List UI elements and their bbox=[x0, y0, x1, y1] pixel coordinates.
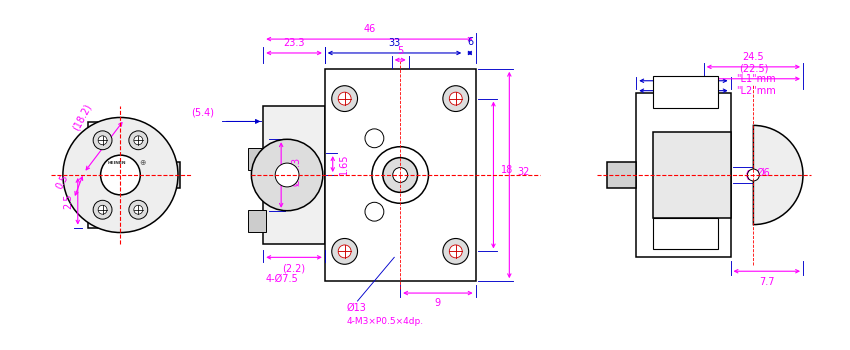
Bar bbox=[653, 218, 717, 250]
Circle shape bbox=[338, 245, 351, 258]
Circle shape bbox=[450, 92, 462, 105]
Text: Ø13: Ø13 bbox=[347, 303, 366, 313]
Text: 18: 18 bbox=[502, 165, 513, 175]
Text: (2.2): (2.2) bbox=[282, 263, 306, 273]
Text: 9: 9 bbox=[435, 298, 441, 308]
Text: "L1"mm: "L1"mm bbox=[736, 74, 776, 84]
Circle shape bbox=[372, 147, 428, 203]
Text: "L2"mm: "L2"mm bbox=[736, 86, 776, 96]
Text: Ø24.3: Ø24.3 bbox=[291, 156, 301, 186]
Circle shape bbox=[100, 155, 140, 195]
Circle shape bbox=[129, 131, 148, 150]
Text: 7.7: 7.7 bbox=[759, 277, 774, 287]
Circle shape bbox=[747, 169, 759, 181]
Circle shape bbox=[443, 86, 468, 112]
Circle shape bbox=[365, 129, 384, 148]
Text: ⊕: ⊕ bbox=[139, 158, 145, 167]
Bar bbox=[325, 69, 476, 281]
Bar bbox=[248, 148, 266, 170]
Text: 1.65: 1.65 bbox=[338, 153, 348, 175]
Circle shape bbox=[98, 205, 107, 214]
Circle shape bbox=[98, 136, 107, 145]
Text: 4-Ø7.5: 4-Ø7.5 bbox=[265, 274, 298, 284]
Text: 6: 6 bbox=[467, 37, 473, 47]
Text: 32: 32 bbox=[518, 167, 530, 177]
Text: Ø6: Ø6 bbox=[756, 168, 770, 178]
Text: 24.5: 24.5 bbox=[743, 52, 764, 62]
Bar bbox=[264, 106, 325, 244]
Text: 0.5: 0.5 bbox=[54, 173, 70, 191]
Bar bbox=[135, 143, 142, 207]
Text: 4-M3×P0.5×4dp.: 4-M3×P0.5×4dp. bbox=[347, 317, 424, 326]
Text: 33: 33 bbox=[388, 38, 400, 48]
Text: HEINEN: HEINEN bbox=[107, 161, 126, 165]
Text: 2.5: 2.5 bbox=[63, 194, 73, 209]
Wedge shape bbox=[753, 125, 803, 225]
Circle shape bbox=[129, 200, 148, 219]
Circle shape bbox=[275, 163, 299, 187]
Bar bbox=[88, 122, 135, 228]
Bar bbox=[653, 132, 730, 218]
Circle shape bbox=[338, 92, 351, 105]
Circle shape bbox=[365, 202, 384, 221]
Circle shape bbox=[393, 168, 408, 182]
Circle shape bbox=[94, 200, 112, 219]
Bar bbox=[607, 162, 637, 188]
Bar bbox=[248, 210, 266, 232]
Circle shape bbox=[252, 139, 323, 211]
Text: 23.3: 23.3 bbox=[283, 38, 305, 48]
Text: (5.4): (5.4) bbox=[190, 107, 213, 118]
Bar bbox=[142, 162, 180, 188]
Text: (18.2): (18.2) bbox=[71, 102, 94, 132]
Circle shape bbox=[133, 205, 143, 214]
Circle shape bbox=[332, 238, 358, 264]
Circle shape bbox=[450, 245, 462, 258]
Circle shape bbox=[382, 158, 417, 192]
Bar bbox=[637, 93, 730, 257]
Circle shape bbox=[63, 118, 178, 232]
Circle shape bbox=[443, 238, 468, 264]
Circle shape bbox=[332, 86, 358, 112]
Bar bbox=[653, 76, 717, 107]
Text: (22.5): (22.5) bbox=[739, 64, 768, 74]
Circle shape bbox=[133, 136, 143, 145]
Text: 5: 5 bbox=[397, 46, 403, 56]
Text: 46: 46 bbox=[363, 24, 376, 34]
Circle shape bbox=[94, 131, 112, 150]
